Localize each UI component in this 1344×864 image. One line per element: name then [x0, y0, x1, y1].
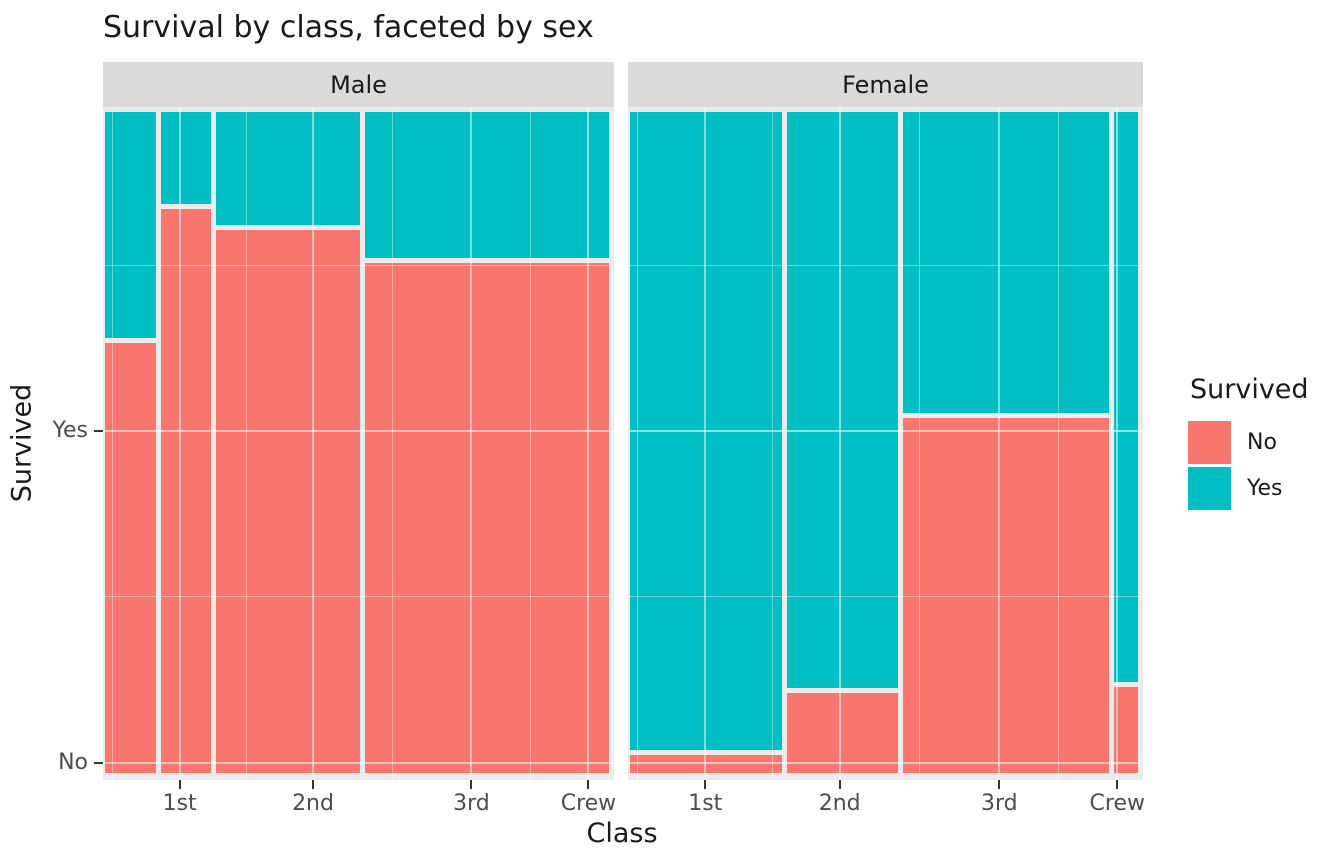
legend: Survived No Yes [1188, 374, 1309, 513]
legend-title: Survived [1190, 374, 1309, 405]
legend-label-no: No [1247, 430, 1277, 455]
mosaic-segment-yes [1113, 112, 1138, 683]
mosaic-segment-no [160, 208, 212, 773]
facet-panel [628, 107, 1143, 780]
x-tick-label: 3rd [981, 791, 1018, 816]
x-tick-label: 3rd [453, 791, 490, 816]
mosaic-segment-no [216, 230, 361, 773]
x-tick-mark [838, 780, 841, 789]
x-tick-label: Crew [560, 791, 617, 816]
y-tick-mark [94, 430, 103, 433]
x-tick-label: 2nd [292, 791, 334, 816]
legend-item-no: No [1188, 421, 1309, 464]
mosaic-segment-no [630, 754, 783, 773]
x-axis-title: Class [586, 818, 658, 849]
mosaic-segment-yes [903, 112, 1109, 414]
legend-label-yes: Yes [1247, 476, 1283, 501]
plot-title: Survival by class, faceted by sex [103, 10, 594, 45]
x-tick-mark [470, 780, 473, 789]
x-tick-label: 1st [162, 791, 197, 816]
y-tick-label: No [58, 750, 88, 776]
x-tick-mark [312, 780, 315, 789]
mosaic-segment-yes [630, 112, 783, 750]
mosaic-segment-no [365, 263, 609, 773]
x-tick-mark [587, 780, 590, 789]
mosaic-segment-no [105, 342, 156, 773]
x-tick-mark [178, 780, 181, 789]
facet-strip: Female [628, 62, 1143, 107]
mosaic-segment-yes [105, 112, 156, 338]
mosaic-segment-yes [160, 112, 212, 204]
legend-swatch-yes [1188, 467, 1231, 510]
x-tick-label: Crew [1089, 791, 1145, 816]
legend-swatch-no [1188, 421, 1231, 464]
facet-strip-label: Female [842, 70, 929, 99]
mosaic-segment-no [787, 692, 899, 773]
facet-panel [103, 107, 614, 780]
x-tick-mark [998, 780, 1001, 789]
y-tick-mark [94, 762, 103, 765]
x-tick-label: 1st [688, 791, 723, 816]
mosaic-segment-yes [365, 112, 609, 259]
y-tick-label: Yes [52, 418, 88, 444]
x-tick-label: 2nd [818, 791, 861, 816]
mosaic-segment-yes [216, 112, 361, 226]
mosaic-segment-no [903, 418, 1109, 773]
mosaic-segment-no [1113, 687, 1138, 773]
facet-strip-label: Male [330, 70, 387, 99]
mosaic-segment-yes [787, 112, 899, 688]
legend-item-yes: Yes [1188, 467, 1309, 510]
x-tick-mark [704, 780, 707, 789]
facet-strip: Male [103, 62, 614, 107]
x-tick-mark [1116, 780, 1119, 789]
